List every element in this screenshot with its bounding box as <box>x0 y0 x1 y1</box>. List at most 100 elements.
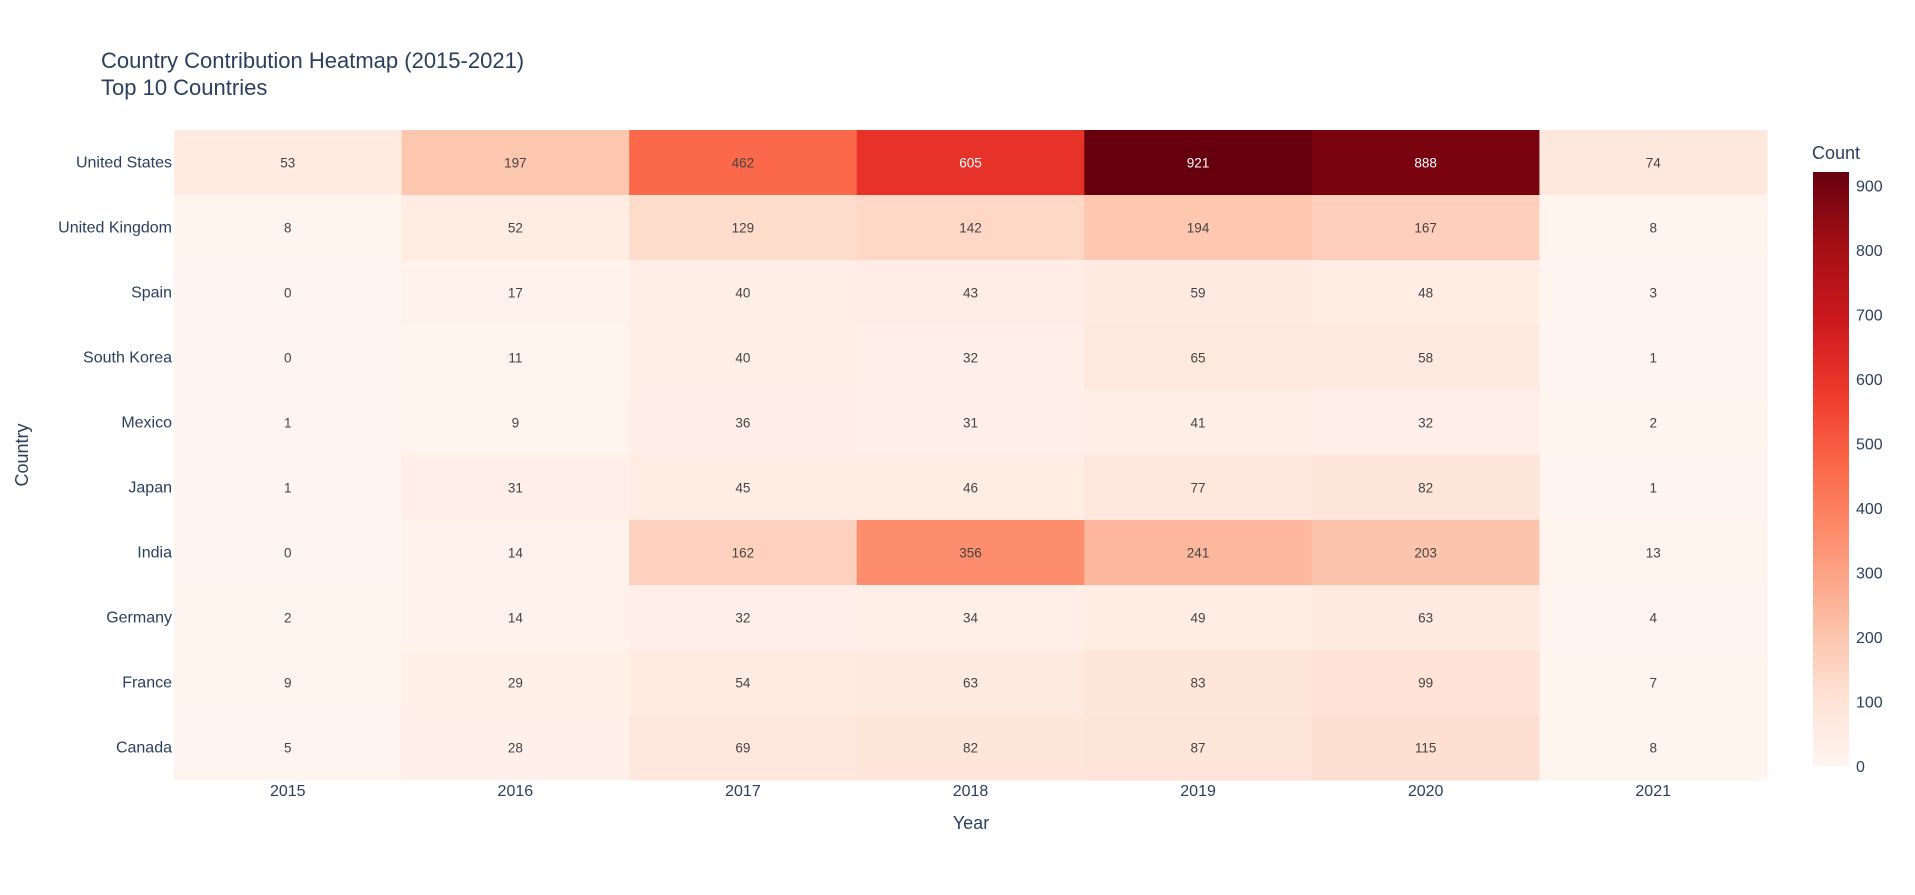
colorbar-tick-label: 300 <box>1856 566 1883 583</box>
colorbar-tick-label: 400 <box>1856 501 1883 518</box>
heatmap-cell <box>174 585 403 651</box>
cell-value-label: 40 <box>735 286 750 301</box>
heatmap-cell <box>1084 195 1313 261</box>
heatmap-cell <box>856 715 1085 781</box>
chart-title: Country Contribution Heatmap (2015-2021) <box>101 48 524 73</box>
heatmap-cell <box>1539 195 1768 261</box>
cell-value-label: 40 <box>735 351 750 366</box>
heatmap-cell <box>1311 325 1540 391</box>
heatmap-cell <box>1084 715 1313 781</box>
heatmap-cell <box>1311 260 1540 326</box>
cell-value-label: 45 <box>735 481 750 496</box>
cell-value-label: 2 <box>1649 416 1657 431</box>
cell-value-label: 1 <box>1649 351 1657 366</box>
cell-value-label: 4 <box>1649 611 1657 626</box>
cell-value-label: 1 <box>284 481 292 496</box>
heatmap-cell <box>1539 650 1768 716</box>
cell-value-label: 82 <box>963 741 978 756</box>
x-tick-label: 2017 <box>725 783 761 800</box>
heatmap-cell <box>174 715 403 781</box>
heatmap-cell <box>1084 650 1313 716</box>
cell-value-label: 167 <box>1414 221 1437 236</box>
heatmap-cell <box>401 260 630 326</box>
cell-value-label: 69 <box>735 741 750 756</box>
heatmap-cell <box>1084 520 1313 586</box>
heatmap-cell <box>629 520 858 586</box>
x-tick-label: 2015 <box>270 783 306 800</box>
cell-value-label: 32 <box>735 611 750 626</box>
cell-value-label: 31 <box>508 481 523 496</box>
heatmap-cell <box>1539 520 1768 586</box>
heatmap-cell <box>629 260 858 326</box>
colorbar-tick-label: 200 <box>1856 630 1883 647</box>
heatmap-cell <box>1539 260 1768 326</box>
cell-value-label: 197 <box>504 156 527 171</box>
cell-value-label: 49 <box>1191 611 1206 626</box>
heatmap-cell <box>629 455 858 521</box>
cell-value-label: 462 <box>732 156 755 171</box>
heatmap-cell <box>1539 130 1768 196</box>
chart-subtitle: Top 10 Countries <box>101 75 267 100</box>
heatmap-cell <box>174 325 403 391</box>
heatmap-cell <box>856 325 1085 391</box>
heatmap-cell <box>1311 585 1540 651</box>
cell-value-label: 162 <box>732 546 755 561</box>
colorbar-ticks: 0 100 200 300 400 500 600 700 800 900 <box>1856 179 1883 776</box>
cell-value-label: 59 <box>1191 286 1206 301</box>
heatmap-cell <box>401 520 630 586</box>
heatmap-cell <box>629 130 858 196</box>
heatmap-cell <box>174 390 403 456</box>
cell-value-label: 83 <box>1191 676 1206 691</box>
heatmap-cell <box>1311 650 1540 716</box>
cell-value-label: 142 <box>959 221 982 236</box>
colorbar-tick-label: 600 <box>1856 372 1883 389</box>
cell-value-label: 46 <box>963 481 978 496</box>
heatmap-cell <box>401 390 630 456</box>
y-axis-ticks: United States United Kingdom Spain South Ko… <box>58 155 172 757</box>
y-tick-label: Spain <box>131 285 172 302</box>
heatmap-cell <box>174 455 403 521</box>
cell-value-label: 65 <box>1191 351 1206 366</box>
cell-value-label: 52 <box>508 221 523 236</box>
heatmap-cell <box>629 585 858 651</box>
cell-value-label: 1 <box>284 416 292 431</box>
heatmap-cell <box>1084 455 1313 521</box>
cell-value-label: 82 <box>1418 481 1433 496</box>
colorbar-tick-label: 500 <box>1856 437 1883 454</box>
heatmap-cell <box>1311 520 1540 586</box>
heatmap-cell <box>1539 585 1768 651</box>
cell-value-label: 41 <box>1191 416 1206 431</box>
x-tick-label: 2016 <box>498 783 534 800</box>
colorbar-tick-label: 800 <box>1856 243 1883 260</box>
heatmap-cell <box>401 585 630 651</box>
cell-value-label: 54 <box>735 676 751 691</box>
cell-value-label: 28 <box>508 741 523 756</box>
y-tick-label: Germany <box>106 610 172 627</box>
heatmap-cell <box>1311 455 1540 521</box>
cell-value-label: 0 <box>284 546 292 561</box>
cell-value-label: 53 <box>280 156 295 171</box>
heatmap-cell <box>401 130 630 196</box>
x-tick-label: 2020 <box>1408 783 1444 800</box>
cell-value-label: 58 <box>1418 351 1433 366</box>
y-tick-label: Japan <box>128 480 172 497</box>
heatmap-cell <box>1084 390 1313 456</box>
cell-value-label: 241 <box>1187 546 1210 561</box>
cell-value-label: 0 <box>284 351 292 366</box>
cell-value-label: 8 <box>1649 741 1657 756</box>
heatmap-cell <box>1311 195 1540 261</box>
heatmap-cell <box>856 455 1085 521</box>
heatmap-cell <box>174 520 403 586</box>
heatmap-cell <box>856 195 1085 261</box>
x-tick-label: 2021 <box>1635 783 1671 800</box>
heatmap-cell <box>401 325 630 391</box>
cell-value-label: 43 <box>963 286 978 301</box>
heatmap-cell <box>629 650 858 716</box>
cell-value-label: 0 <box>284 286 292 301</box>
cell-value-label: 1 <box>1649 481 1657 496</box>
cell-value-label: 356 <box>959 546 982 561</box>
cell-value-label: 11 <box>508 351 522 366</box>
heatmap-cell <box>174 260 403 326</box>
colorbar-title: Count <box>1812 143 1860 163</box>
